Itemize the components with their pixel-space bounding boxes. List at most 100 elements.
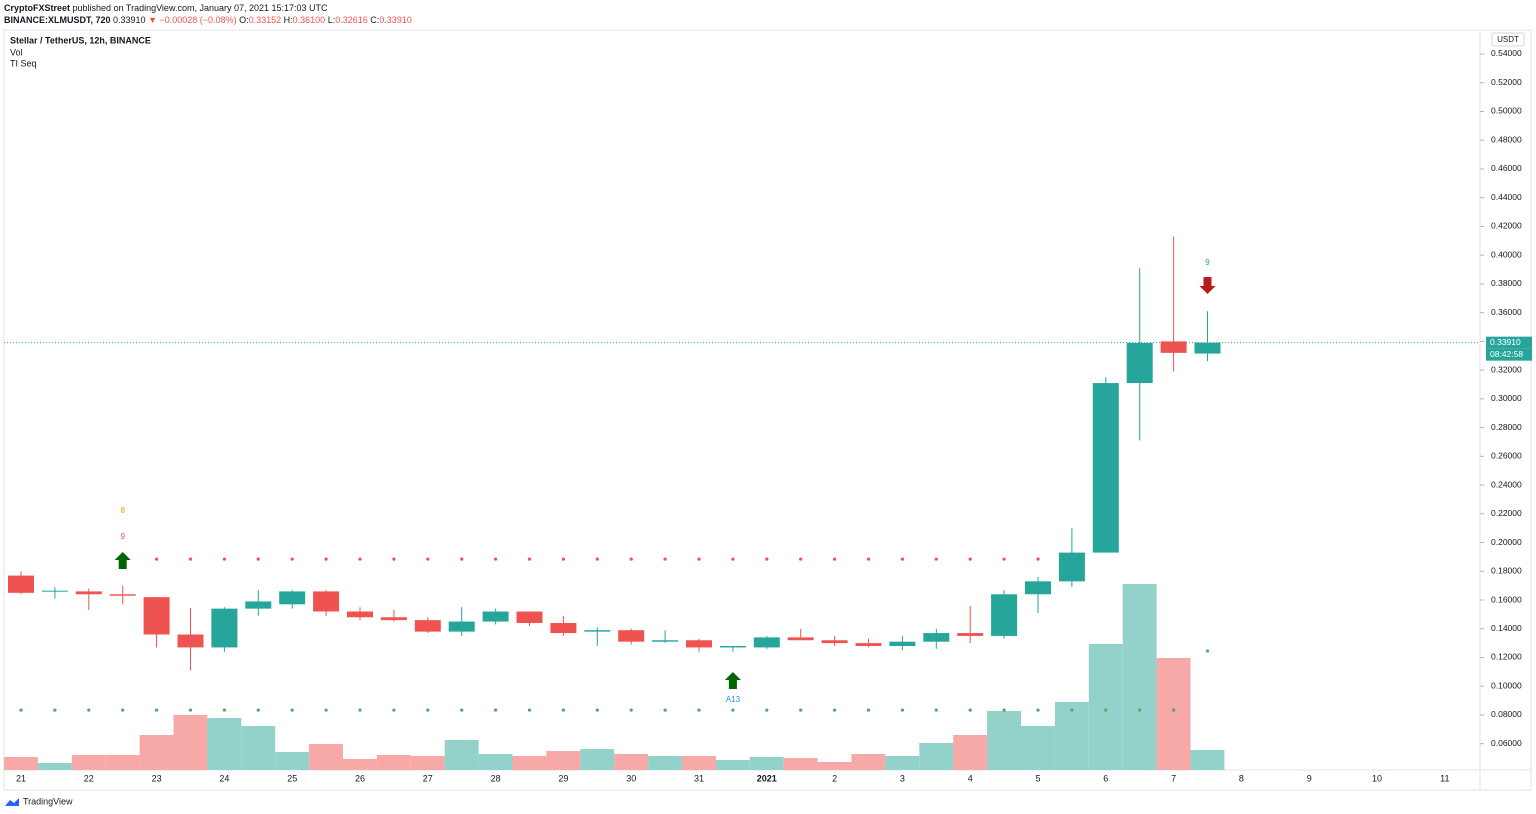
td-dot — [256, 557, 260, 561]
td-dot — [1036, 708, 1040, 712]
td-dot — [426, 557, 430, 561]
currency-box[interactable] — [1491, 32, 1525, 47]
candle-body — [719, 645, 746, 648]
candle-body — [584, 630, 611, 632]
y-tick-label: 0.08000 — [1491, 709, 1522, 719]
x-tick-label: 22 — [84, 773, 94, 783]
o-value: 0.33152 — [248, 15, 282, 25]
chart-title: Stellar / TetherUS, 12h, BINANCE — [10, 35, 151, 45]
y-tick-label: 0.46000 — [1491, 163, 1522, 173]
x-tick-label: 25 — [287, 773, 297, 783]
y-tick-label: 0.44000 — [1491, 192, 1522, 202]
y-tick-label: 0.12000 — [1491, 652, 1522, 662]
y-tick-label: 0.42000 — [1491, 221, 1522, 231]
last-price-box — [1486, 336, 1532, 349]
td-dot — [290, 557, 294, 561]
y-tick-label: 0.18000 — [1491, 566, 1522, 576]
symbol: BINANCE:XLMUSDT, 720 — [4, 15, 111, 25]
td-dot — [1036, 557, 1040, 561]
x-tick-label: 11 — [1440, 773, 1449, 783]
volume-bar — [648, 756, 682, 770]
td-dot — [358, 557, 362, 561]
candle-body — [380, 617, 407, 621]
td-label: 9 — [1205, 258, 1210, 267]
x-tick-label: 4 — [968, 773, 973, 783]
y-tick-label: 0.16000 — [1491, 594, 1522, 604]
y-tick-label: 0.50000 — [1491, 106, 1522, 116]
td-dot — [866, 557, 871, 561]
c-label: C: — [370, 15, 380, 25]
last-price-label: 0.33910 — [1490, 337, 1521, 347]
td-dot — [460, 708, 464, 712]
td-dot — [19, 708, 23, 712]
td-dot — [968, 557, 972, 561]
td-dot — [663, 557, 667, 561]
y-tick-label: 0.22000 — [1491, 508, 1522, 518]
volume-bar — [1156, 658, 1191, 770]
td-dot — [222, 557, 226, 561]
indicator-name: TI Seq — [10, 58, 37, 68]
candle-body — [1194, 342, 1221, 354]
td-dot — [1138, 708, 1142, 712]
td-dot — [121, 708, 125, 712]
candle-body — [787, 637, 814, 641]
td-label: 8 — [120, 506, 125, 515]
x-tick-label: 21 — [16, 773, 26, 783]
candle-body — [211, 608, 238, 648]
volume-bar — [1021, 726, 1055, 770]
td-dot — [324, 708, 328, 712]
td-dot — [561, 708, 566, 712]
brand[interactable]: TradingView — [23, 796, 73, 806]
volume-bar — [580, 749, 615, 770]
x-tick-label: 29 — [558, 773, 568, 783]
candle-body — [313, 591, 340, 612]
candle-body — [753, 637, 780, 648]
td-dot — [188, 557, 193, 561]
x-tick-label: 6 — [1103, 773, 1108, 783]
volume-bar — [614, 754, 649, 770]
x-tick-label: 5 — [1035, 773, 1040, 783]
volume-bar — [410, 756, 445, 770]
indicator-name: Vol — [10, 47, 23, 57]
volume-bar — [885, 756, 920, 770]
td-dot — [799, 557, 803, 561]
td-dot — [1172, 708, 1176, 712]
x-tick-label: 24 — [219, 773, 229, 783]
x-tick-label: 8 — [1239, 773, 1244, 783]
author[interactable]: CryptoFXStreet — [4, 3, 71, 13]
candle-body — [686, 640, 712, 648]
h-label: H: — [283, 15, 293, 25]
volume-bar — [376, 755, 411, 770]
td-dot — [290, 708, 294, 712]
publish-line: CryptoFXStreet published on TradingView.… — [4, 2, 412, 14]
x-tick-label: 26 — [355, 773, 365, 783]
volume-bar — [478, 754, 513, 770]
td-label: A13 — [726, 695, 741, 704]
candle-body — [1126, 342, 1153, 384]
candle-body — [957, 633, 984, 636]
y-tick-label: 0.06000 — [1491, 738, 1522, 748]
currency: USDT — [1497, 35, 1519, 44]
volume-bar — [444, 740, 479, 770]
volume-bar — [987, 711, 1021, 770]
candle-body — [8, 575, 34, 593]
td-dot — [460, 557, 464, 561]
x-tick-label: 9 — [1307, 773, 1312, 783]
x-tick-label: 30 — [626, 773, 636, 783]
td-arrow — [724, 672, 741, 689]
td-dot — [87, 708, 91, 712]
td-dot — [1002, 557, 1006, 561]
td-dot — [595, 708, 599, 712]
td-dot — [358, 708, 362, 712]
td-arrow — [1199, 277, 1216, 294]
td-dot — [1070, 708, 1074, 712]
candle-body — [1058, 552, 1085, 582]
volume-bar — [241, 726, 276, 770]
td-dot — [697, 708, 701, 712]
x-tick-label: 27 — [423, 773, 433, 783]
candle-body — [550, 623, 577, 634]
volume-bar — [37, 763, 72, 770]
td-dot — [629, 708, 633, 712]
